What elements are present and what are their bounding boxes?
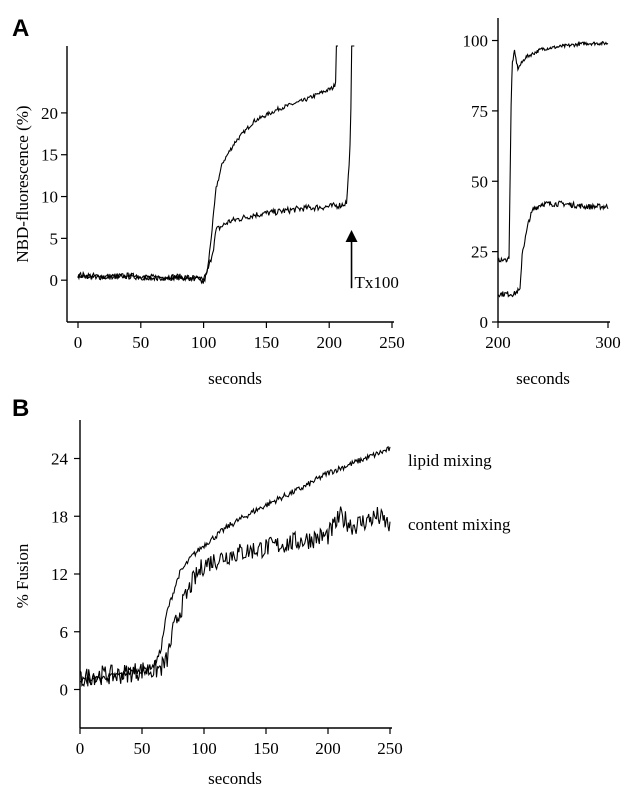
chart-B: 0 50 100 150 200 250 0 6 12 18 24 seconds % Fusion li… (13, 420, 511, 788)
x-tick-label: 250 (379, 333, 405, 352)
panel-label-a: A (12, 15, 29, 42)
x-tick-label: 250 (377, 739, 403, 758)
x-tick-label: 0 (74, 333, 83, 352)
y-tick-label: 20 (41, 104, 58, 123)
series-line-1 (77, 45, 338, 283)
y-tick-label: 50 (471, 172, 488, 191)
panel-label-b: B (12, 395, 29, 422)
y-tick-label: 5 (50, 229, 59, 248)
series-label: lipid mixing (408, 451, 492, 470)
x-tick-label: 50 (134, 739, 151, 758)
y-tick-label: 12 (51, 565, 68, 584)
annotation-arrowhead (345, 230, 358, 242)
x-tick-label: 200 (316, 333, 342, 352)
x-tick-label: 200 (485, 333, 511, 352)
y-tick-label: 25 (471, 243, 488, 262)
y-tick-label: 15 (41, 146, 58, 165)
y-tick-label: 6 (60, 623, 69, 642)
y-tick-label: 24 (51, 450, 69, 469)
series-line-2 (497, 200, 609, 298)
x-tick-label: 50 (132, 333, 149, 352)
x-tick-label: 100 (191, 333, 217, 352)
series-line-content-mixing (79, 506, 391, 688)
series-line-2 (77, 45, 355, 285)
y-tick-label: 100 (463, 32, 489, 51)
chart-A-inset: 200 300 0 25 50 75 100 seconds (463, 18, 621, 388)
y-axis-label: NBD-fluorescence (%) (13, 105, 32, 262)
y-tick-label: 10 (41, 188, 58, 207)
y-tick-label: 18 (51, 507, 68, 526)
x-tick-label: 300 (595, 333, 621, 352)
x-axis-label: seconds (516, 369, 570, 388)
y-axis-label: % Fusion (13, 543, 32, 608)
series-line-1 (497, 40, 609, 263)
x-tick-label: 200 (315, 739, 341, 758)
chart-A-main: 0 50 100 150 200 250 0 5 10 15 20 seconds NBD-fluore… (13, 45, 405, 388)
x-tick-label: 100 (191, 739, 217, 758)
x-axis-label: seconds (208, 769, 262, 788)
series-line-lipid-mixing (79, 445, 391, 685)
series-label: content mixing (408, 515, 511, 534)
y-tick-label: 0 (60, 681, 69, 700)
y-tick-label: 75 (471, 102, 488, 121)
x-axis-label: seconds (208, 369, 262, 388)
x-tick-label: 150 (253, 739, 279, 758)
y-tick-label: 0 (50, 271, 59, 290)
y-tick-label: 0 (480, 313, 489, 332)
x-tick-label: 0 (76, 739, 85, 758)
annotation-label: Tx100 (355, 273, 399, 292)
x-tick-label: 150 (254, 333, 280, 352)
